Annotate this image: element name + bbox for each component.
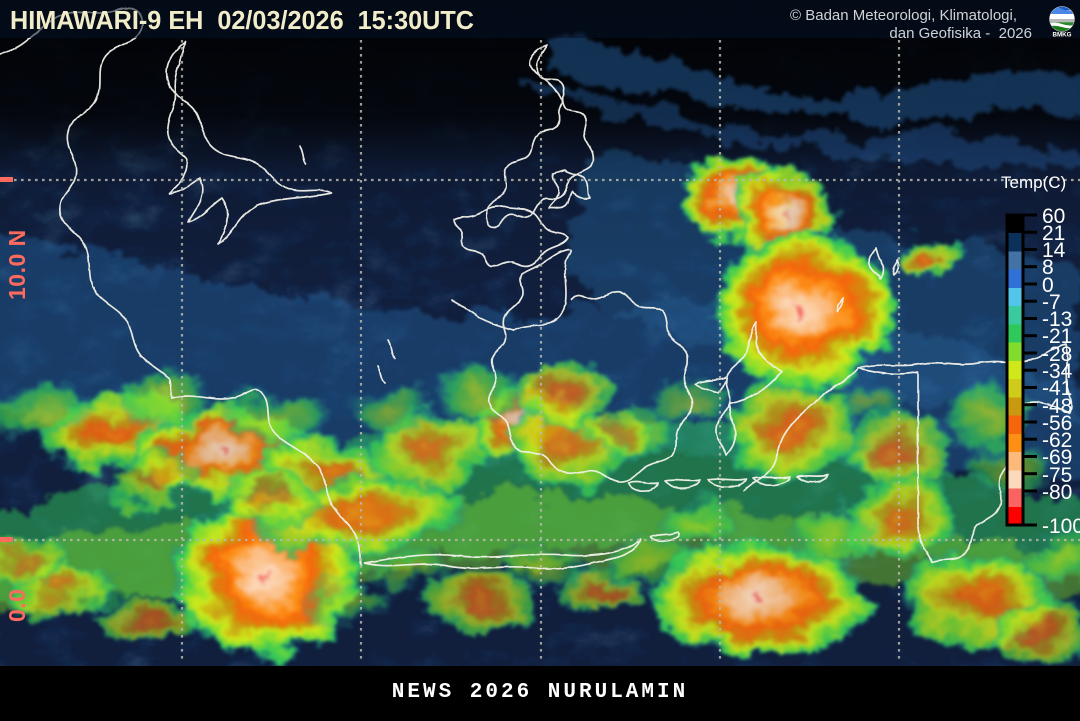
svg-text:BMKG: BMKG (1053, 32, 1072, 39)
svg-text:-100: -100 (1042, 515, 1080, 538)
svg-text:0.0: 0.0 (4, 589, 30, 622)
svg-text:-80: -80 (1042, 481, 1072, 504)
svg-text:10.0 N: 10.0 N (4, 229, 30, 300)
